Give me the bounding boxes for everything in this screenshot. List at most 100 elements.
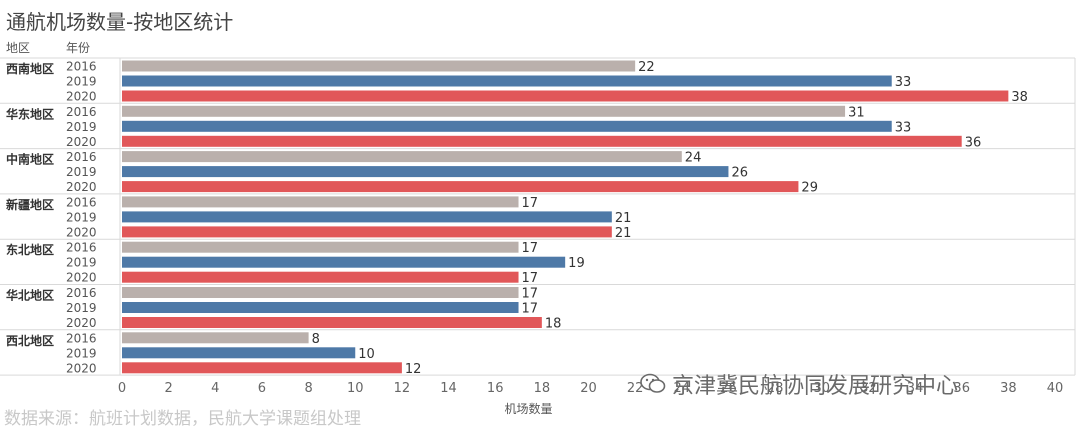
bar-2016 [122, 332, 309, 344]
data-label: 29 [801, 181, 818, 196]
year-label: 2016 [66, 331, 97, 345]
year-label: 2016 [66, 105, 97, 119]
watermark-text: 京津冀民航协同发展研究中心 [672, 374, 959, 399]
watermark: 京津冀民航协同发展研究中心 [640, 368, 958, 400]
x-tick-label: 8 [304, 381, 312, 396]
data-label: 17 [522, 241, 539, 256]
bar-2020 [122, 271, 519, 283]
x-tick-label: 16 [487, 381, 504, 396]
year-label: 2020 [66, 271, 97, 285]
bar-2016 [122, 60, 636, 72]
x-tick-label: 32 [860, 381, 877, 396]
bar-2016 [122, 196, 519, 208]
bar-2019 [122, 120, 892, 132]
data-label: 38 [1011, 90, 1028, 105]
region-label: 东北地区 [6, 242, 54, 257]
bar-2020 [122, 181, 799, 193]
bar-2016 [122, 287, 519, 298]
data-label: 22 [638, 60, 655, 75]
bar-2019 [122, 302, 519, 313]
chart-title: 通航机场数量-按地区统计 [6, 10, 234, 34]
x-tick-label: 34 [907, 381, 924, 396]
year-label: 2019 [66, 346, 97, 360]
x-tick-label: 18 [534, 381, 551, 396]
data-label: 17 [522, 196, 539, 211]
x-tick-label: 24 [674, 381, 691, 396]
region-label: 新疆地区 [6, 197, 54, 212]
region-label: 华北地区 [6, 288, 54, 303]
data-label: 33 [895, 120, 912, 135]
data-label: 36 [965, 135, 982, 150]
year-label: 2020 [66, 316, 97, 330]
bar-2016 [122, 105, 846, 117]
year-label: 2016 [66, 286, 97, 300]
bar-2020 [122, 226, 612, 238]
x-tick-label: 10 [347, 381, 364, 396]
bar-2019 [122, 75, 892, 87]
data-label: 17 [522, 271, 539, 286]
bar-2016 [122, 241, 519, 253]
data-label: 17 [522, 302, 539, 317]
data-label: 10 [358, 347, 375, 362]
source-note: 数据来源：航班计划数据，民航大学课题组处理 [4, 409, 361, 429]
year-column-header: 年份 [66, 41, 90, 55]
x-tick-label: 4 [211, 381, 219, 396]
x-tick-label: 40 [1047, 381, 1064, 396]
data-label: 17 [522, 287, 539, 302]
bar-2020 [122, 135, 962, 147]
bar-2016 [122, 151, 682, 163]
year-label: 2019 [66, 210, 97, 224]
year-label: 2020 [66, 135, 97, 149]
bar-2020 [122, 90, 1009, 102]
x-tick-label: 20 [580, 381, 597, 396]
year-label: 2016 [66, 241, 97, 255]
region-label: 西北地区 [6, 333, 54, 348]
x-tick-label: 30 [813, 381, 830, 396]
x-tick-label: 14 [440, 381, 457, 396]
wechat-icon [640, 373, 666, 393]
x-axis-label: 机场数量 [504, 401, 552, 416]
data-label: 21 [615, 226, 632, 241]
year-label: 2019 [66, 301, 97, 315]
data-label: 8 [312, 332, 320, 347]
year-label: 2016 [66, 195, 97, 209]
x-tick-label: 2 [165, 381, 173, 396]
year-label: 2020 [66, 90, 97, 104]
x-tick-label: 36 [953, 381, 970, 396]
data-label: 21 [615, 211, 632, 226]
bar-2019 [122, 256, 566, 268]
x-tick-label: 28 [767, 381, 784, 396]
x-tick-label: 22 [627, 381, 644, 396]
region-label: 华东地区 [6, 106, 54, 121]
year-label: 2016 [66, 60, 97, 74]
bar-2020 [122, 317, 542, 328]
region-label: 中南地区 [6, 152, 54, 167]
x-tick-label: 6 [258, 381, 266, 396]
year-label: 2020 [66, 225, 97, 239]
x-tick-label: 26 [720, 381, 737, 396]
data-label: 31 [848, 105, 865, 120]
data-label: 18 [545, 317, 562, 332]
region-label: 西南地区 [6, 61, 54, 76]
data-label: 24 [685, 151, 702, 166]
year-label: 2016 [66, 150, 97, 164]
data-label: 19 [568, 256, 585, 271]
data-label: 26 [731, 166, 748, 181]
year-label: 2020 [66, 180, 97, 194]
year-label: 2019 [66, 120, 97, 134]
bar-2019 [122, 347, 356, 359]
bar-2019 [122, 166, 729, 178]
x-tick-label: 0 [118, 381, 126, 396]
data-label: 12 [405, 362, 422, 377]
bar-2020 [122, 362, 402, 374]
year-label: 2020 [66, 361, 97, 375]
data-label: 33 [895, 75, 912, 90]
x-tick-label: 12 [394, 381, 411, 396]
year-label: 2019 [66, 75, 97, 89]
year-label: 2019 [66, 165, 97, 179]
year-label: 2019 [66, 256, 97, 270]
region-column-header: 地区 [6, 41, 30, 55]
bar-2019 [122, 211, 612, 223]
x-tick-label: 38 [1000, 381, 1017, 396]
